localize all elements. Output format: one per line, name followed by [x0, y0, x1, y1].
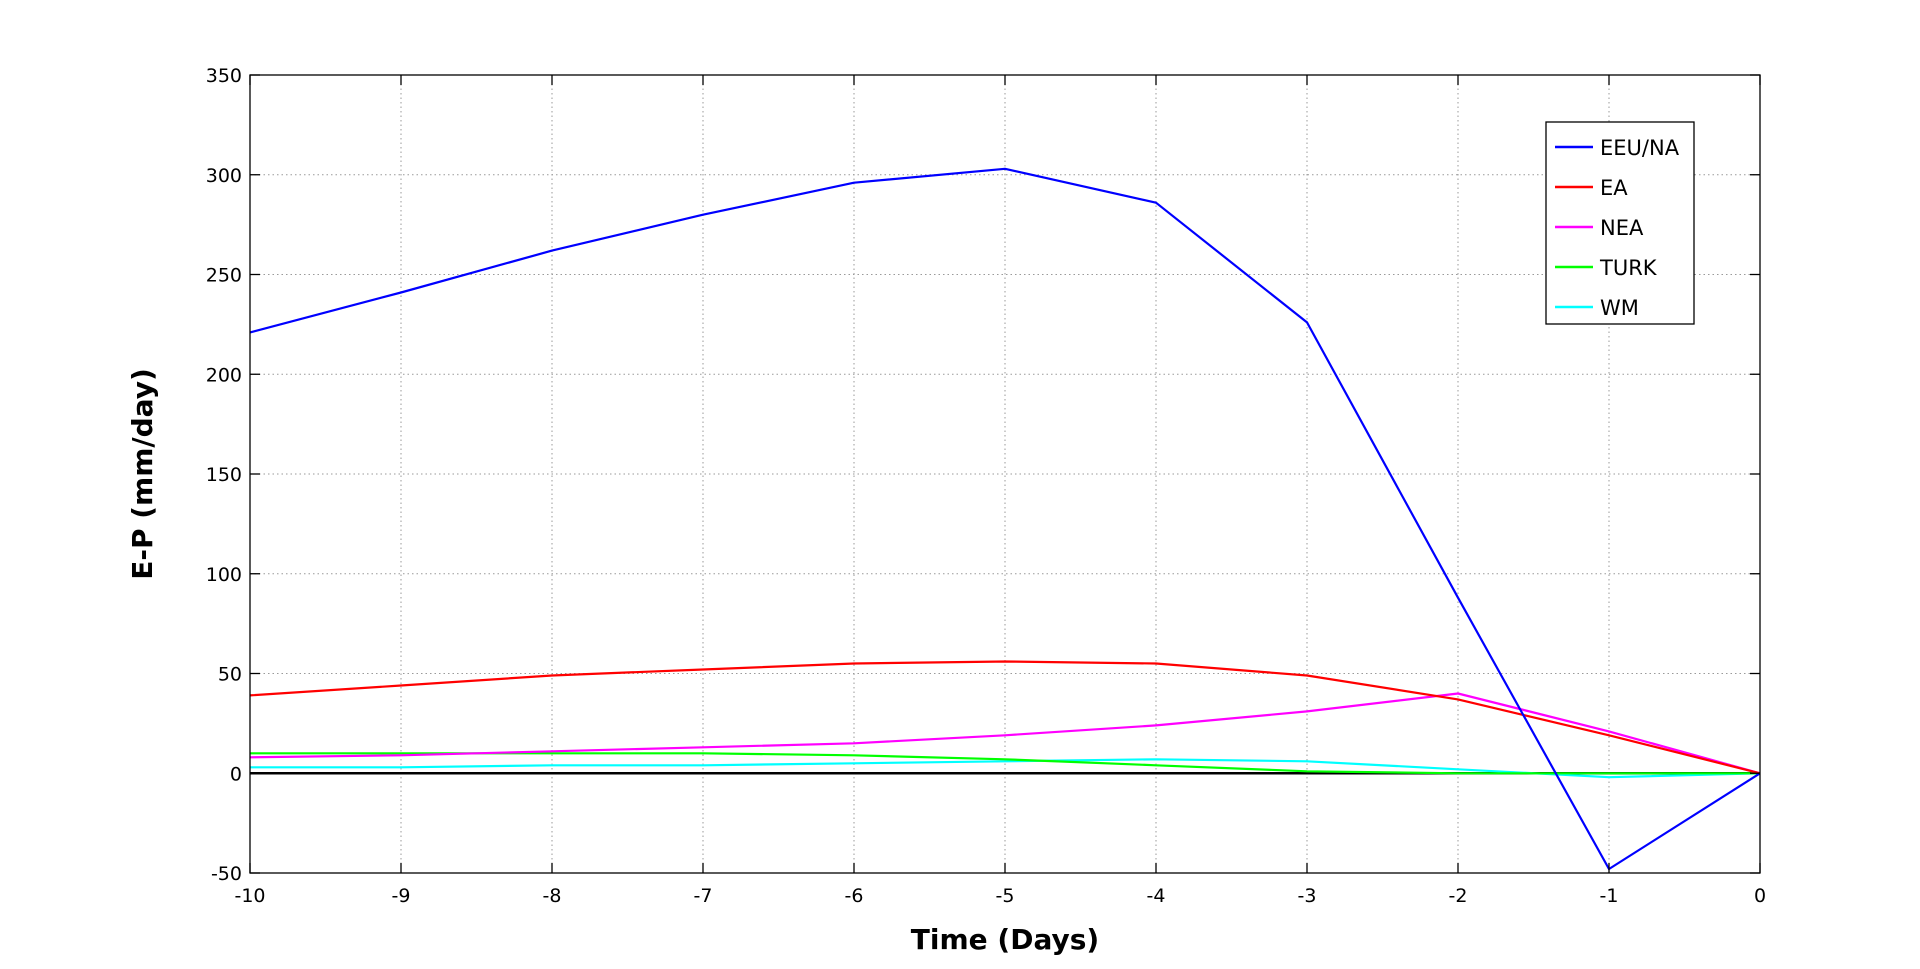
series-line-nea — [249, 692, 1761, 775]
x-tick-label: -2 — [1449, 885, 1468, 907]
data-series — [249, 167, 1761, 871]
y-tick-label: 300 — [206, 165, 242, 187]
plot-area — [250, 75, 1760, 873]
x-tick-label: -5 — [996, 885, 1015, 907]
y-tick-label: -50 — [211, 863, 242, 885]
series-line-ea — [249, 660, 1761, 775]
x-tick-label: -10 — [234, 885, 265, 907]
x-axis-title: Time (Days) — [911, 923, 1099, 956]
x-tick-label: -7 — [694, 885, 713, 907]
y-tick-label: 0 — [230, 763, 242, 785]
x-tick-label: -8 — [543, 885, 562, 907]
x-tick-label: -4 — [1147, 885, 1166, 907]
x-tick-labels: -10 -9 -8 -7 -6 -5 -4 -3 -2 -1 0 — [234, 885, 1766, 907]
legend-items: EEU/NA EA NEA TURK WM — [1555, 136, 1680, 320]
y-tick-label: 250 — [206, 265, 242, 287]
y-tick-label: 200 — [206, 364, 242, 386]
x-tick-label: -6 — [845, 885, 864, 907]
legend-label: WM — [1600, 296, 1639, 320]
series-line-wm — [250, 758, 1761, 779]
x-tick-label: -3 — [1298, 885, 1317, 907]
legend-label: TURK — [1599, 256, 1658, 280]
legend-label: EA — [1600, 176, 1628, 200]
y-tick-label: 100 — [206, 564, 242, 586]
legend-label: EEU/NA — [1600, 136, 1680, 160]
x-tick-label: 0 — [1754, 885, 1766, 907]
y-tick-label: 50 — [218, 664, 242, 686]
y-tick-label: 350 — [206, 65, 242, 87]
legend-label: NEA — [1600, 216, 1644, 240]
axis-ticks — [249, 74, 1761, 874]
x-tick-label: -9 — [392, 885, 411, 907]
series-line-eeu-na — [249, 167, 1761, 871]
y-axis-title: E-P (mm/day) — [126, 368, 159, 580]
x-tick-label: -1 — [1600, 885, 1619, 907]
legend: EEU/NA EA NEA TURK WM — [1545, 121, 1695, 325]
y-tick-label: 150 — [206, 464, 242, 486]
legend-box — [1545, 121, 1695, 325]
y-tick-labels: -50 0 50 100 150 200 250 300 350 — [206, 65, 242, 885]
